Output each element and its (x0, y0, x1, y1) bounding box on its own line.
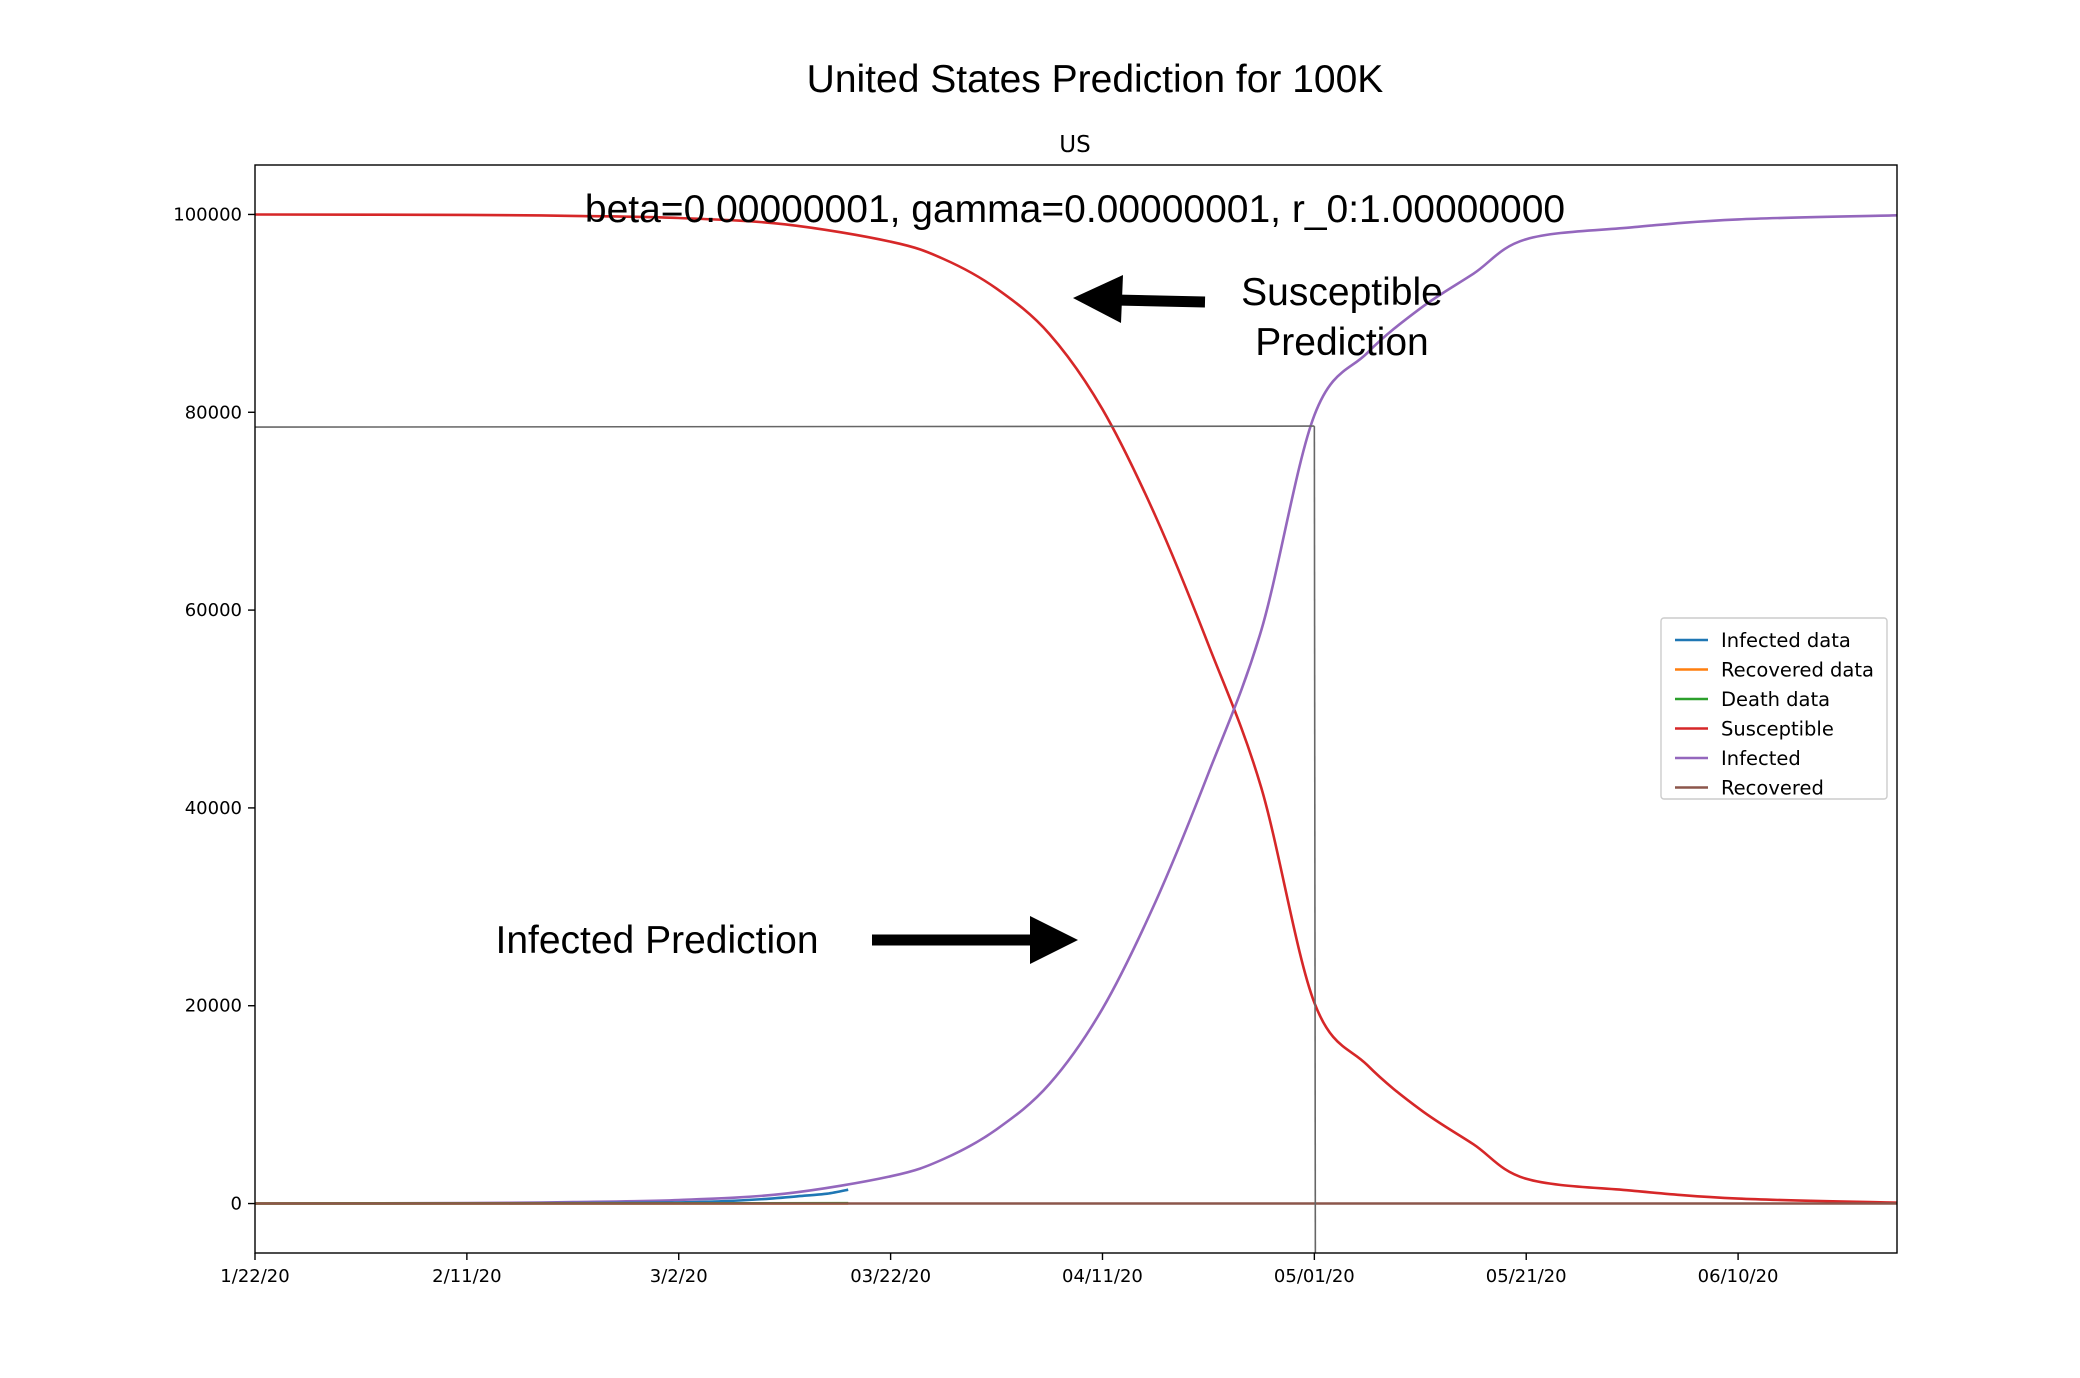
y-tick-label: 60000 (185, 600, 242, 621)
y-axis: 0 20000 40000 60000 80000 100000 (173, 204, 255, 1215)
x-axis: 1/22/20 2/11/20 3/2/20 03/22/20 04/11/20 05/0… (220, 1253, 1779, 1287)
y-tick-label: 100000 (173, 204, 242, 225)
legend-box (1660, 617, 1888, 800)
legend: Infected data Recovered data Death data Sus… (1660, 617, 1888, 800)
y-tick-label: 20000 (185, 996, 242, 1017)
legend-label: Death data (1721, 688, 1830, 711)
infected-arrow-icon (872, 916, 1078, 964)
susceptible-annotation-line1: Susceptible (1241, 271, 1443, 314)
x-tick-label: 1/22/20 (220, 1266, 289, 1287)
params-annotation: beta=0.00000001, gamma=0.00000001, r_0:1… (585, 188, 1565, 231)
legend-label: Susceptible (1721, 718, 1834, 741)
x-tick-label: 03/22/20 (850, 1266, 931, 1287)
susceptible-annotation-line2: Prediction (1255, 321, 1428, 364)
legend-label: Recovered data (1721, 659, 1874, 682)
legend-label: Infected (1721, 747, 1801, 770)
figure-title: United States Prediction for 100K (807, 58, 1384, 101)
x-tick-label: 04/11/20 (1062, 1266, 1143, 1287)
infected-annotation: Infected Prediction (495, 919, 818, 962)
y-tick-label: 80000 (185, 402, 242, 423)
y-tick-label: 40000 (185, 798, 242, 819)
axes-title: US (1059, 132, 1090, 158)
plot-frame (254, 164, 1898, 1254)
guide-line-vertical (1313, 426, 1317, 1254)
x-tick-label: 06/10/20 (1698, 1266, 1779, 1287)
x-tick-label: 2/11/20 (432, 1266, 501, 1287)
series-line-infected (254, 214, 1898, 1205)
y-tick-label: 0 (231, 1194, 242, 1215)
x-tick-label: 3/2/20 (650, 1266, 708, 1287)
guide-line-horizontal (254, 425, 1315, 428)
guide-lines (254, 425, 1317, 1254)
x-tick-label: 05/21/20 (1486, 1266, 1567, 1287)
legend-label: Recovered (1721, 777, 1824, 800)
series-line-susceptible (254, 213, 1898, 1204)
susceptible-arrow-icon (1073, 275, 1206, 323)
x-tick-label: 05/01/20 (1274, 1266, 1355, 1287)
legend-label: Infected data (1721, 629, 1851, 652)
plot-data-layer (254, 213, 1898, 1205)
